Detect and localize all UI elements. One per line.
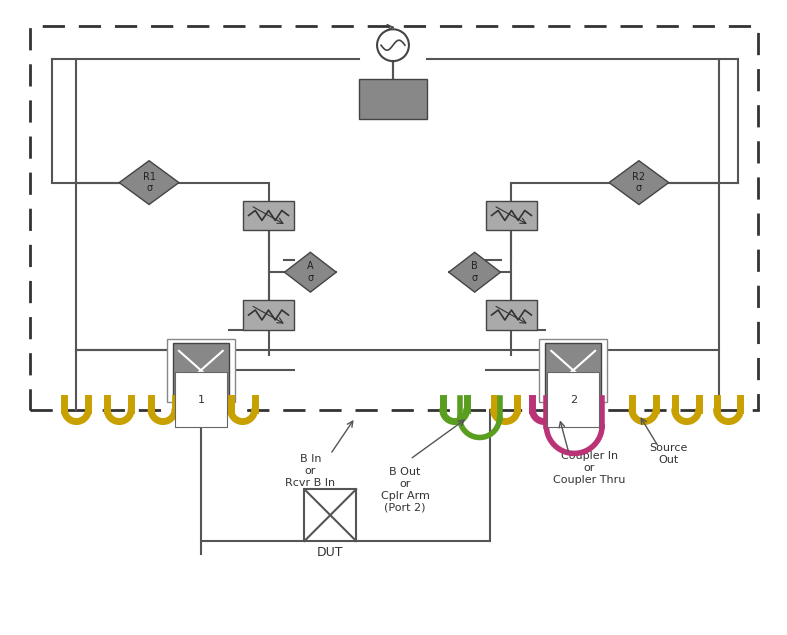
Text: 2: 2 xyxy=(570,394,577,404)
Bar xyxy=(242,300,294,330)
Polygon shape xyxy=(119,161,179,204)
Text: Source
Out: Source Out xyxy=(649,443,688,465)
Bar xyxy=(242,201,294,231)
Bar xyxy=(545,343,601,398)
Bar xyxy=(539,339,607,401)
Bar xyxy=(486,300,538,330)
Bar xyxy=(167,339,235,401)
Text: B In
or
Rcvr B In: B In or Rcvr B In xyxy=(286,455,335,488)
Bar xyxy=(30,26,759,410)
Polygon shape xyxy=(284,252,336,292)
Text: 1: 1 xyxy=(198,394,205,404)
Text: R2
σ: R2 σ xyxy=(633,172,645,194)
Bar xyxy=(173,343,229,398)
Polygon shape xyxy=(609,161,669,204)
Text: B
σ: B σ xyxy=(471,262,478,283)
Text: DUT: DUT xyxy=(317,547,344,559)
Text: Coupler In
or
Coupler Thru: Coupler In or Coupler Thru xyxy=(553,451,626,485)
Text: R1
σ: R1 σ xyxy=(142,172,156,194)
Bar xyxy=(359,79,427,119)
Bar xyxy=(305,489,357,541)
Polygon shape xyxy=(449,252,501,292)
Text: B Out
or
Cplr Arm
(Port 2): B Out or Cplr Arm (Port 2) xyxy=(380,467,430,512)
Bar xyxy=(486,201,538,231)
Text: A
σ: A σ xyxy=(307,262,314,283)
